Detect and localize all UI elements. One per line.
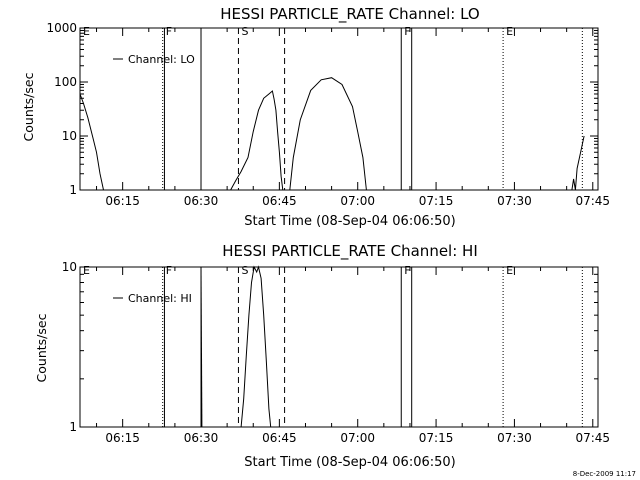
hi-x-tick-label: 07:15 — [419, 431, 454, 445]
lo-y-tick-label: 1000 — [46, 21, 77, 35]
hi-series-line — [240, 265, 272, 428]
hi-marker-label: F — [166, 264, 172, 277]
lo-y-tick-label: 1 — [69, 183, 77, 197]
hi-x-tick-label: 06:15 — [105, 431, 140, 445]
lo-x-tick-label: 07:30 — [497, 194, 532, 208]
hi-x-tick-label: 06:45 — [262, 431, 297, 445]
lo-y-tick-label: 100 — [54, 75, 77, 89]
lo-x-tick-label: 06:30 — [184, 194, 219, 208]
hi-x-axis-label: Start Time (08-Sep-04 06:06:50) — [244, 455, 455, 470]
hi-channel-panel: HESSI PARTICLE_RATE Channel: HI Counts/s… — [34, 242, 610, 470]
hi-x-tick-label: 06:30 — [184, 431, 219, 445]
hi-x-tick-label: 07:45 — [575, 431, 610, 445]
lo-x-tick-label: 06:15 — [105, 194, 140, 208]
lo-marker-label: S — [241, 25, 248, 38]
hi-x-tick-label: 07:00 — [340, 431, 375, 445]
generation-timestamp: 8-Dec-2009 11:17 — [573, 470, 636, 478]
hi-y-tick-label: 10 — [62, 260, 77, 274]
hi-x-tick-label: 07:30 — [497, 431, 532, 445]
lo-channel-panel: HESSI PARTICLE_RATE Channel: LO Counts/s… — [21, 5, 610, 229]
lo-x-tick-label: 07:00 — [340, 194, 375, 208]
hi-marker-label: F — [404, 264, 410, 277]
lo-y-tick-label: 10 — [62, 129, 77, 143]
lo-x-tick-label: 07:45 — [575, 194, 610, 208]
lo-series-line — [79, 93, 104, 191]
hi-chart-title: HESSI PARTICLE_RATE Channel: HI — [222, 242, 478, 261]
lo-chart-title: HESSI PARTICLE_RATE Channel: LO — [220, 5, 479, 24]
lo-y-axis-label: Counts/sec — [21, 72, 36, 141]
lo-x-axis-label: Start Time (08-Sep-04 06:06:50) — [244, 214, 455, 229]
hi-marker-label: E — [83, 264, 90, 277]
lo-series-line — [230, 90, 284, 191]
hi-plot-frame — [79, 266, 599, 428]
hi-marker-label: E — [506, 264, 513, 277]
lo-series-line — [289, 77, 367, 191]
lo-marker-label: F — [166, 25, 172, 38]
lo-marker-label: F — [404, 25, 410, 38]
lo-marker-label: E — [506, 25, 513, 38]
lo-legend-label: Channel: LO — [128, 53, 195, 66]
hi-series-line — [200, 266, 203, 428]
lo-x-tick-label: 07:15 — [419, 194, 454, 208]
hi-y-axis-label: Counts/sec — [34, 313, 49, 382]
lo-marker-label: E — [83, 25, 90, 38]
hi-legend-label: Channel: HI — [128, 292, 192, 305]
hi-y-tick-label: 1 — [69, 420, 77, 434]
lo-x-tick-label: 06:45 — [262, 194, 297, 208]
lo-series-line — [571, 135, 585, 191]
hi-marker-label: S — [241, 264, 248, 277]
